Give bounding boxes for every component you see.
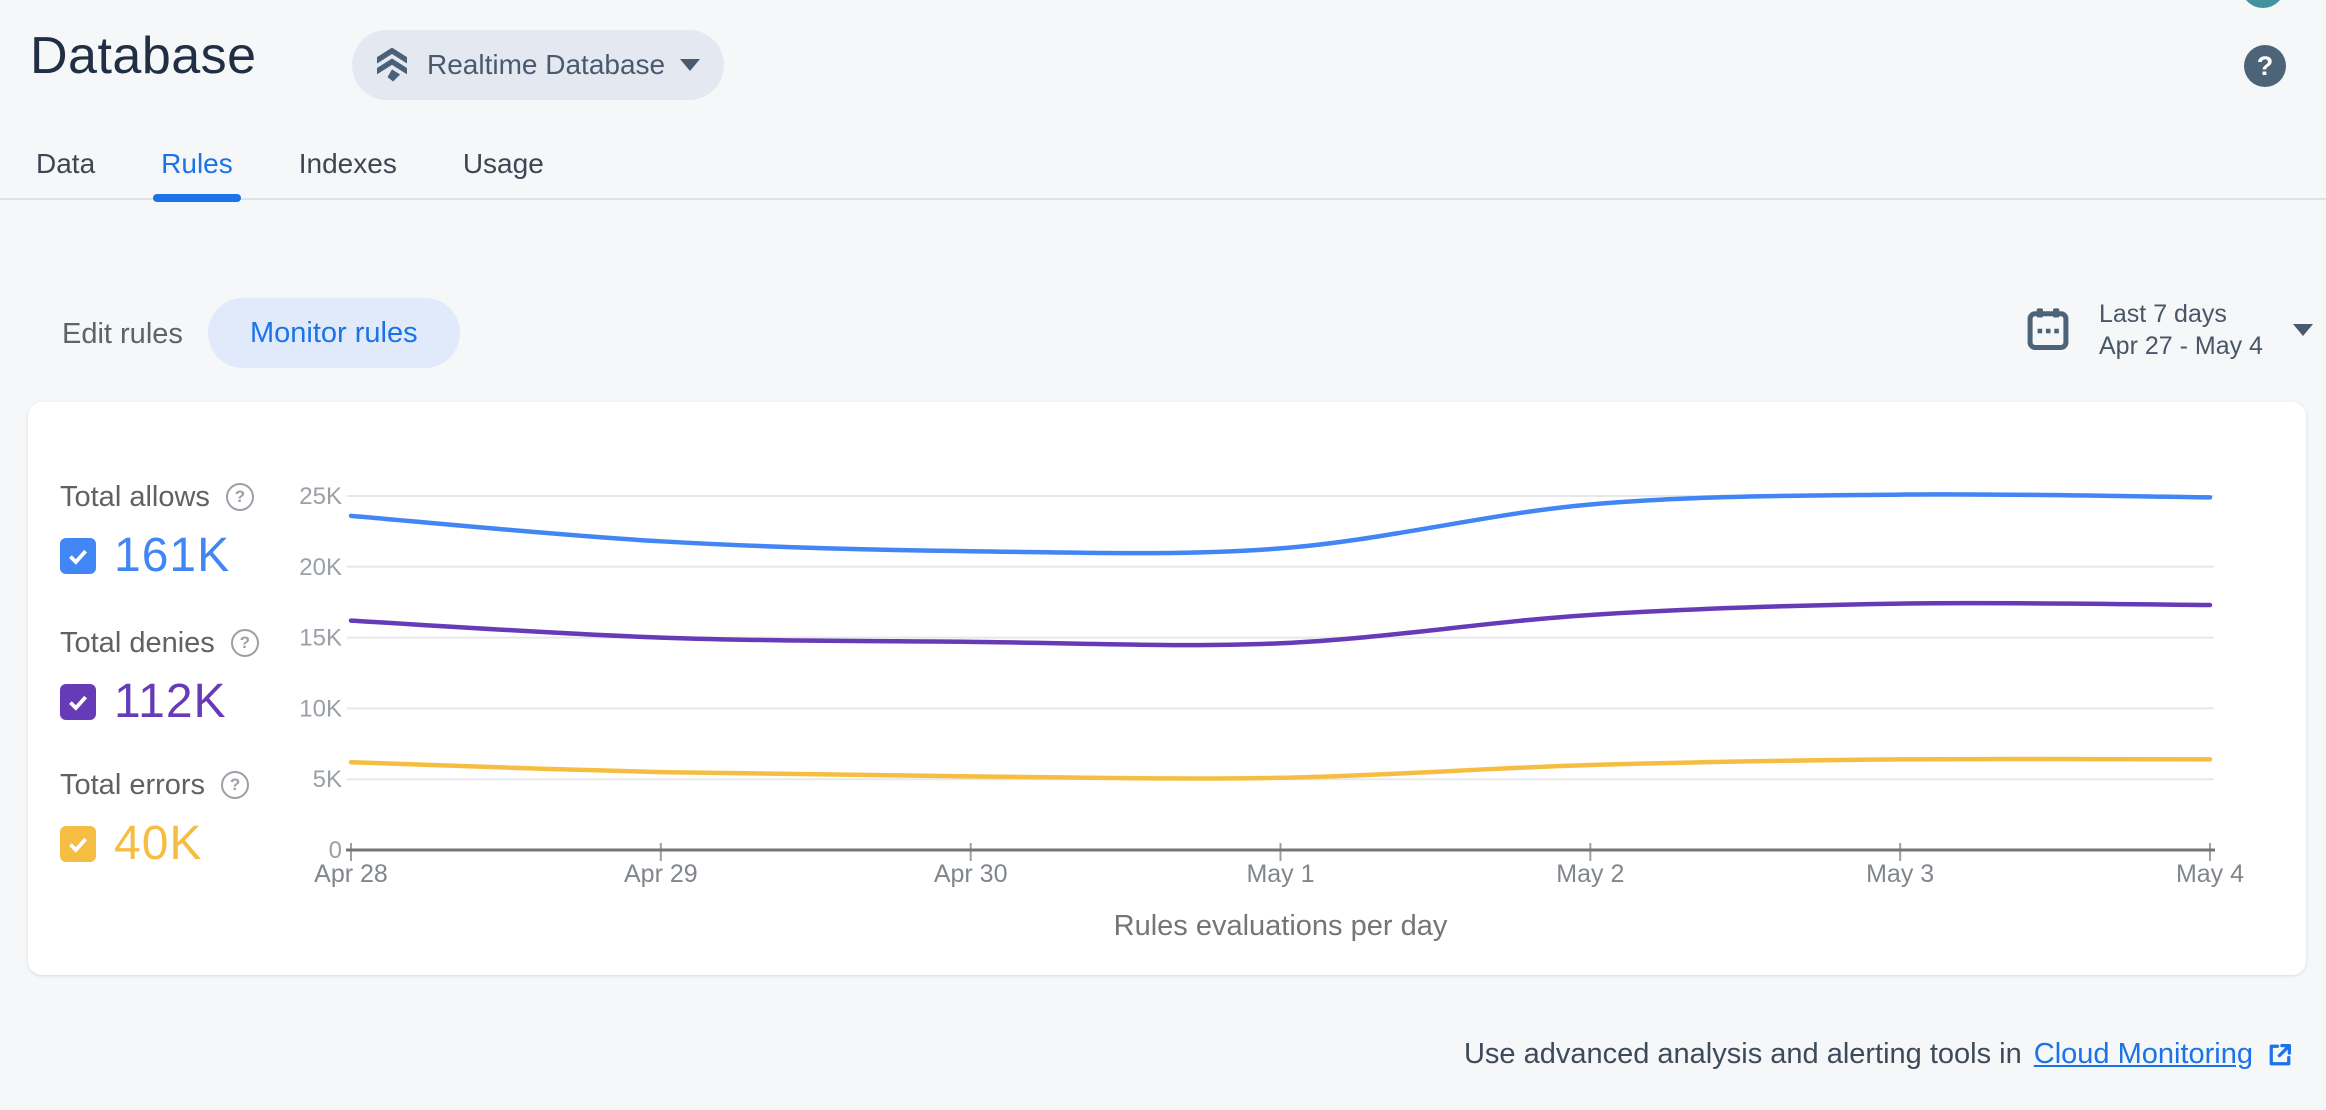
date-range-dates: Apr 27 - May 4 (2099, 332, 2263, 360)
legend-label: Total errors (60, 768, 206, 801)
chart-line-total-denies (348, 600, 2213, 648)
chart-x-label: May 3 (1866, 860, 1934, 888)
series-total-value: 112K (114, 675, 227, 728)
series-checkbox[interactable] (60, 825, 96, 862)
legend-total-denies: Total denies ? 112K (60, 620, 259, 729)
edit-rules-button[interactable]: Edit rules (62, 305, 183, 363)
question-mark-icon: ? (2256, 50, 2274, 81)
series-total-value: 40K (114, 817, 203, 870)
help-circle-icon[interactable]: ? (230, 629, 259, 657)
date-range-selector[interactable]: Last 7 days Apr 27 - May 4 (2023, 292, 2313, 368)
chart-y-label: 5K (313, 766, 342, 793)
checkmark-icon (69, 837, 87, 853)
external-link-icon (2269, 1043, 2291, 1065)
date-range-label: Last 7 days (2099, 300, 2227, 328)
realtime-database-icon (377, 47, 407, 82)
caret-down-icon (2292, 324, 2313, 336)
legend-label: Total allows (60, 480, 210, 513)
chart-y-label: 20K (299, 554, 342, 581)
tab-usage[interactable]: Usage (462, 148, 544, 179)
database-selector[interactable]: Realtime Database (352, 30, 725, 100)
chart-y-label: 0 (329, 837, 342, 864)
tab-bar: Data Rules Indexes Usage (0, 130, 2326, 202)
calendar-icon (2027, 308, 2069, 351)
series-total-value: 161K (114, 529, 231, 582)
page-title: Database (30, 27, 257, 85)
footer-text: Use advanced analysis and alerting tools… (1463, 1038, 2022, 1070)
help-circle-icon[interactable]: ? (225, 483, 254, 511)
legend-total-errors: Total errors ? 40K (60, 762, 250, 871)
database-selector-label: Realtime Database (427, 49, 666, 80)
chart-y-label: 15K (299, 625, 342, 652)
chart-y-label: 25K (299, 483, 342, 510)
chevron-down-icon (680, 59, 701, 71)
checkmark-icon (69, 549, 87, 565)
tab-rules[interactable]: Rules (153, 130, 241, 202)
chart-x-label: Apr 28 (314, 860, 388, 888)
tab-data[interactable]: Data (36, 148, 96, 179)
chart-x-label: May 2 (1556, 860, 1624, 888)
chart-x-label: Apr 30 (934, 860, 1008, 888)
help-circle-icon[interactable]: ? (221, 771, 250, 799)
avatar[interactable] (2241, 0, 2285, 8)
monitor-rules-button[interactable]: Monitor rules (208, 298, 460, 368)
chart-line-total-errors (348, 756, 2213, 781)
legend-total-allows: Total allows ? 161K (60, 474, 254, 583)
chart-x-label: Apr 29 (624, 860, 698, 888)
legend-label: Total denies (60, 626, 215, 659)
rules-evaluations-chart[interactable]: 0 5K 10K 15K 20K 25K Apr 28 Apr 29 Apr 30 May 1 Ma… (28, 402, 2306, 975)
chart-title: Rules evaluations per day (1113, 910, 1448, 942)
series-checkbox[interactable] (60, 537, 96, 574)
chart-x-label: May 4 (2176, 860, 2244, 888)
chart-x-label: May 1 (1246, 860, 1314, 888)
chart-card: Total allows ? 161K Total denies ? 112K … (28, 402, 2306, 975)
chart-line-total-allows (348, 492, 2213, 556)
series-checkbox[interactable] (60, 683, 96, 720)
help-button[interactable]: ? (2244, 45, 2286, 87)
tab-indexes[interactable]: Indexes (298, 148, 397, 179)
footer-note: Use advanced analysis and alerting tools… (1464, 1038, 2295, 1071)
chart-y-label: 10K (299, 695, 342, 722)
cloud-monitoring-link[interactable]: Cloud Monitoring (2033, 1038, 2253, 1070)
checkmark-icon (69, 695, 87, 711)
